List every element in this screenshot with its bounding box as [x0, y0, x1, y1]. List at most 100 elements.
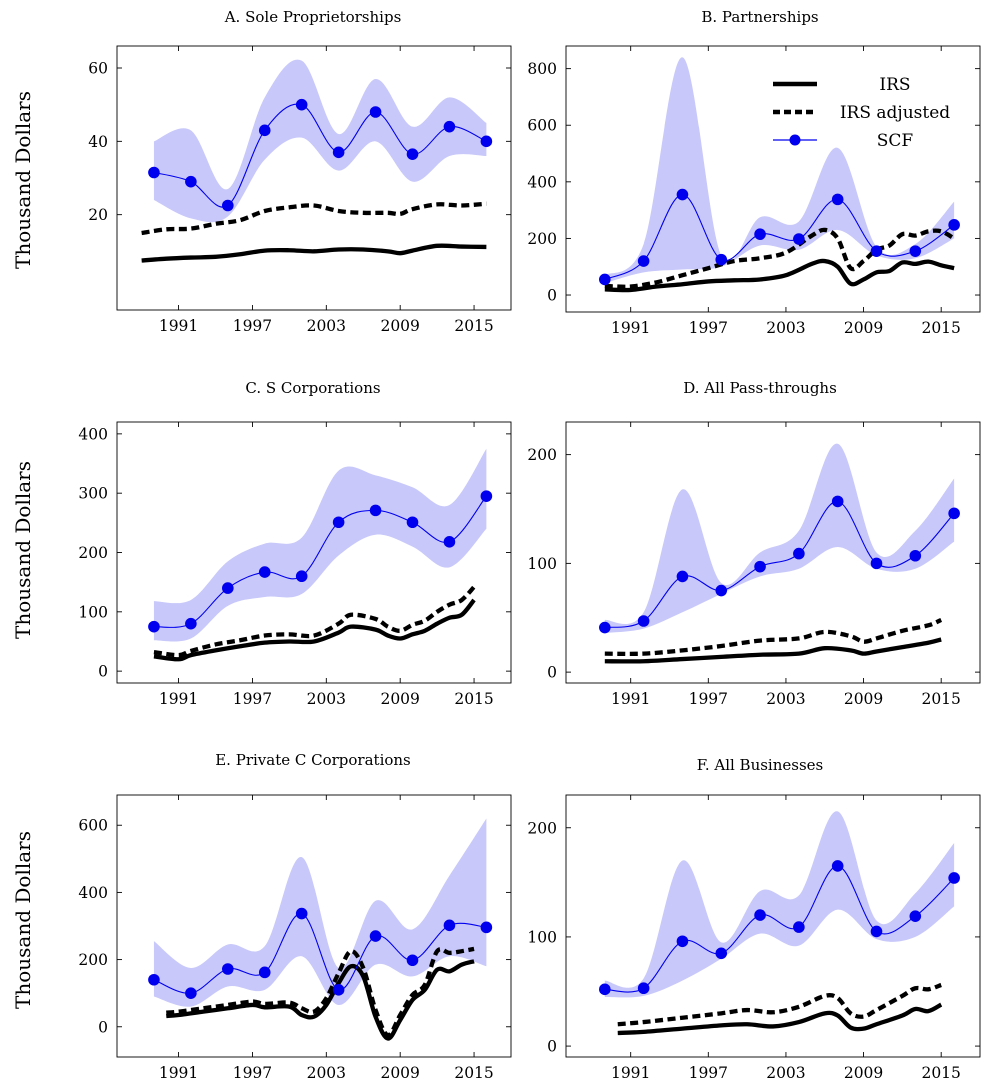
- scf-data-point: [148, 620, 160, 633]
- scf-data-point: [443, 120, 456, 133]
- x-tick-label: 1991: [159, 317, 198, 335]
- y-tick-label: 20: [88, 206, 108, 224]
- scf-data-point: [637, 615, 650, 627]
- y-tick-label: 400: [527, 173, 557, 191]
- scf-data-point: [715, 584, 728, 597]
- scf-data-point: [185, 987, 197, 999]
- scf-data-point: [948, 872, 960, 884]
- series-line-irs: [166, 959, 475, 1041]
- y-tick-label: 0: [547, 287, 557, 305]
- x-tick-label: 2015: [454, 690, 493, 708]
- scf-data-point: [480, 135, 493, 148]
- x-tick-label: 2003: [766, 690, 805, 708]
- panel-title: B. Partnerships: [701, 8, 818, 26]
- scf-data-point: [793, 921, 805, 933]
- scf-data-point: [676, 935, 689, 948]
- scf-data-point: [258, 566, 271, 578]
- scf-data-point: [258, 124, 271, 137]
- y-tick-label: 600: [78, 817, 108, 835]
- scf-data-point: [369, 930, 382, 942]
- scf-data-point: [599, 621, 611, 634]
- scf-data-point: [754, 909, 766, 921]
- x-tick-label: 2003: [766, 1064, 805, 1082]
- axes-frame: [565, 45, 981, 313]
- scf-data-point: [222, 199, 234, 212]
- legend-marker-scf: [789, 134, 801, 146]
- x-tick-label: 1991: [159, 690, 198, 708]
- legend: IRS IRS adjusted SCF: [773, 75, 950, 151]
- x-tick-label: 1997: [233, 317, 272, 335]
- panel-s-corporations: C. S Corporations Thousand Dollars 1991 1…: [11, 379, 512, 708]
- x-tick-label: 2003: [307, 1064, 346, 1082]
- x-tick-label: 2015: [921, 319, 960, 337]
- scf-data-point: [295, 907, 308, 920]
- y-tick-label: 400: [78, 884, 108, 902]
- scf-confidence-band: [153, 818, 487, 1007]
- scf-data-point: [793, 547, 805, 560]
- panel-private-c-corporations: E. Private C Corporations Thousand Dolla…: [11, 751, 512, 1082]
- axes-frame: [565, 794, 981, 1058]
- series-line-irs: [141, 243, 487, 263]
- y-tick-label: 800: [527, 60, 557, 78]
- series-line-irs-adjusted: [617, 982, 942, 1027]
- axes-frame: [565, 421, 981, 684]
- y-axis-label: Thousand Dollars: [11, 831, 35, 1009]
- scf-data-point: [870, 925, 883, 938]
- legend-label-scf: SCF: [877, 131, 914, 151]
- y-tick-label: 40: [88, 133, 108, 151]
- scf-confidence-band: [604, 443, 955, 633]
- series-line-irs-adjusted: [166, 946, 475, 1038]
- x-tick-label: 2003: [307, 317, 346, 335]
- series-line-scf: [153, 103, 487, 208]
- scf-data-point: [369, 106, 382, 118]
- series-line-scf: [604, 865, 955, 993]
- x-tick-label: 2015: [454, 1064, 493, 1082]
- scf-data-point: [793, 233, 805, 245]
- scf-data-point: [870, 245, 883, 257]
- scf-data-point: [637, 982, 650, 995]
- scf-data-point: [676, 570, 689, 583]
- series-line-scf: [604, 194, 955, 280]
- scf-data-point: [831, 193, 844, 206]
- series-line-scf: [153, 913, 487, 994]
- series-line-irs: [604, 258, 955, 293]
- scf-data-point: [948, 219, 960, 231]
- scf-data-point: [637, 255, 650, 267]
- x-tick-label: 1991: [611, 319, 650, 337]
- series-line-irs: [617, 1002, 943, 1036]
- scf-confidence-band: [604, 57, 955, 284]
- scf-data-point: [295, 570, 308, 583]
- x-tick-label: 2009: [844, 319, 883, 337]
- x-tick-label: 1997: [689, 690, 728, 708]
- y-tick-label: 600: [527, 117, 557, 135]
- scf-data-point: [148, 166, 160, 179]
- scf-data-point: [599, 983, 611, 996]
- scf-data-point: [754, 560, 766, 573]
- scf-data-point: [909, 549, 922, 562]
- series-line-irs: [604, 637, 942, 664]
- x-tick-label: 2009: [380, 317, 419, 335]
- panel-sole-proprietorships: A. Sole Proprietorships Thousand Dollars…: [11, 8, 512, 335]
- scf-data-point: [480, 490, 493, 502]
- y-tick-label: 0: [98, 663, 108, 681]
- y-tick-label: 200: [527, 446, 557, 464]
- y-tick-label: 200: [527, 819, 557, 837]
- scf-data-point: [480, 921, 493, 934]
- series-line-irs-adjusted: [604, 617, 943, 657]
- y-tick-label: 400: [78, 425, 108, 443]
- scf-data-point: [406, 954, 419, 967]
- series-line-irs-adjusted: [141, 201, 487, 236]
- scf-data-point: [870, 557, 883, 570]
- y-tick-label: 100: [527, 555, 557, 573]
- series-line-irs: [153, 598, 476, 662]
- y-tick-label: 60: [88, 60, 108, 78]
- scf-data-point: [831, 860, 844, 872]
- panel-title: D. All Pass-throughs: [683, 379, 837, 397]
- scf-data-point: [676, 188, 689, 201]
- series-line-irs-adjusted: [604, 227, 956, 289]
- x-tick-label: 1991: [159, 1064, 198, 1082]
- scf-data-point: [715, 253, 728, 266]
- scf-data-point: [295, 98, 308, 111]
- scf-data-point: [754, 228, 766, 240]
